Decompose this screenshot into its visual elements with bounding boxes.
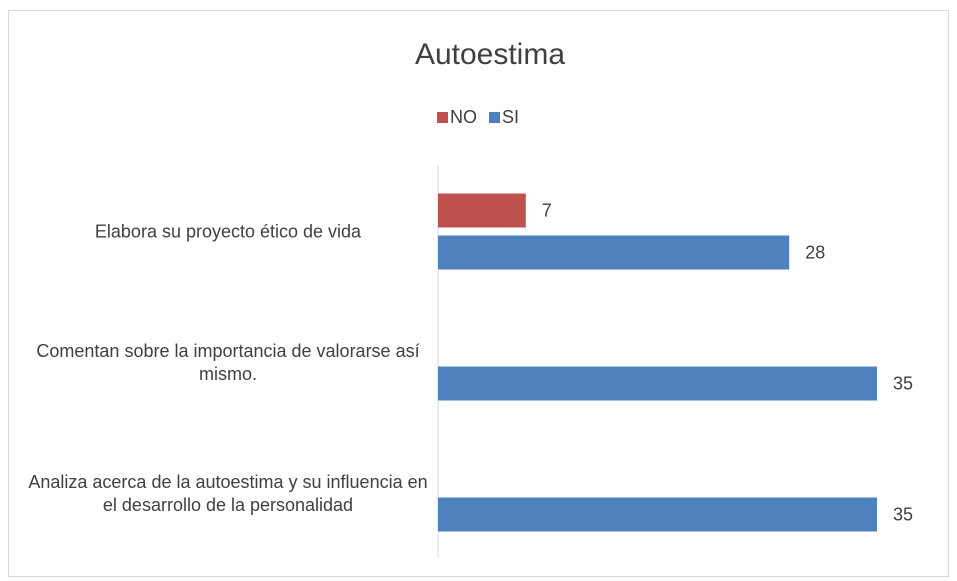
chart-title: Autoestima xyxy=(415,38,565,71)
bar xyxy=(438,235,790,270)
legend-label: NO xyxy=(450,107,477,127)
bar xyxy=(438,366,877,401)
category-label: Analiza acerca de la autoestima y su inf… xyxy=(28,471,428,515)
legend-label: SI xyxy=(502,107,519,127)
data-label: 35 xyxy=(893,373,913,393)
chart-border xyxy=(8,10,949,577)
category-label: Elabora su proyecto ético de vida xyxy=(94,221,362,241)
data-label: 28 xyxy=(805,242,825,262)
legend-swatch xyxy=(489,112,500,123)
bar xyxy=(438,193,526,228)
data-label: 35 xyxy=(893,504,913,524)
category-label: Comentan sobre la importancia de valorar… xyxy=(36,340,420,384)
data-label: 7 xyxy=(542,200,552,220)
legend-swatch xyxy=(437,112,448,123)
bar xyxy=(438,497,877,532)
